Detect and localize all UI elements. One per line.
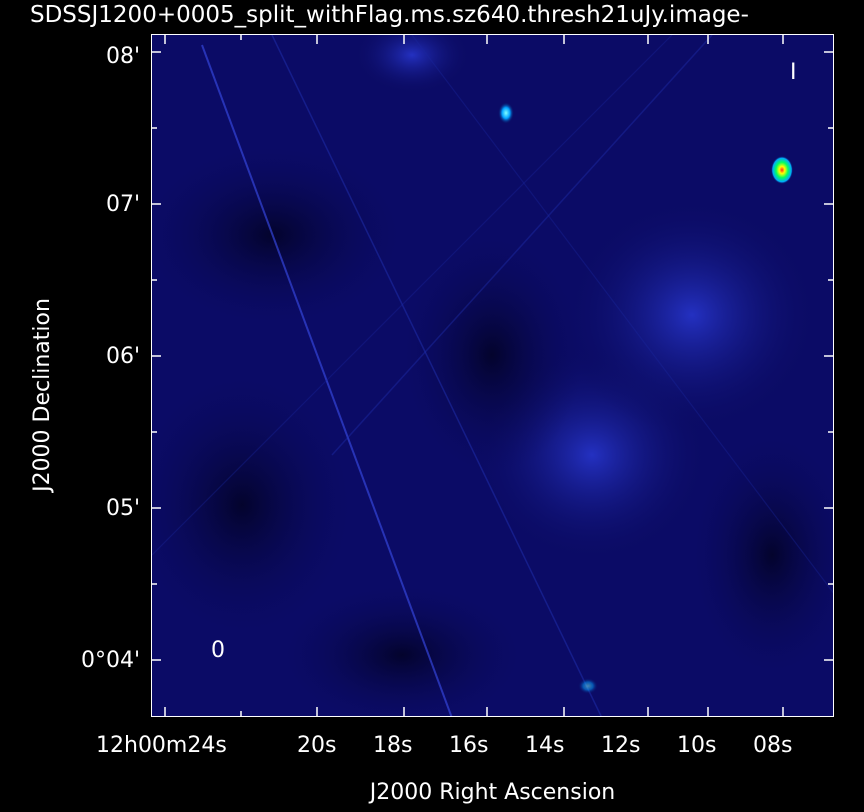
map-rendering [152, 35, 833, 716]
xtick-label: 14s [525, 733, 565, 758]
xtick-label: 10s [677, 733, 717, 758]
xtick-label: 08s [753, 733, 793, 758]
y-axis-label: J2000 Declination [30, 298, 55, 492]
xtick-label: 18s [373, 733, 413, 758]
radio-image-map[interactable] [151, 34, 834, 717]
radio-source-faint [498, 102, 514, 124]
xtick-label: 20s [297, 733, 337, 758]
x-axis-label: J2000 Right Ascension [369, 780, 616, 805]
stokes-label: I [790, 60, 797, 85]
beam-marker: 0 [211, 638, 225, 663]
xtick-label: 12s [601, 733, 641, 758]
axis-ticks [151, 34, 834, 717]
image-title: SDSSJ1200+0005_split_withFlag.ms.sz640.t… [30, 2, 749, 28]
xtick-label: 16s [449, 733, 489, 758]
ytick-label: 08' [105, 44, 140, 69]
ytick-label: 05' [105, 496, 140, 521]
ytick-label: 06' [105, 344, 140, 369]
ytick-label: 0°04' [80, 648, 140, 673]
radio-source-bright [771, 156, 793, 184]
ytick-label: 07' [105, 192, 140, 217]
xtick-label: 12h00m24s [96, 733, 227, 758]
